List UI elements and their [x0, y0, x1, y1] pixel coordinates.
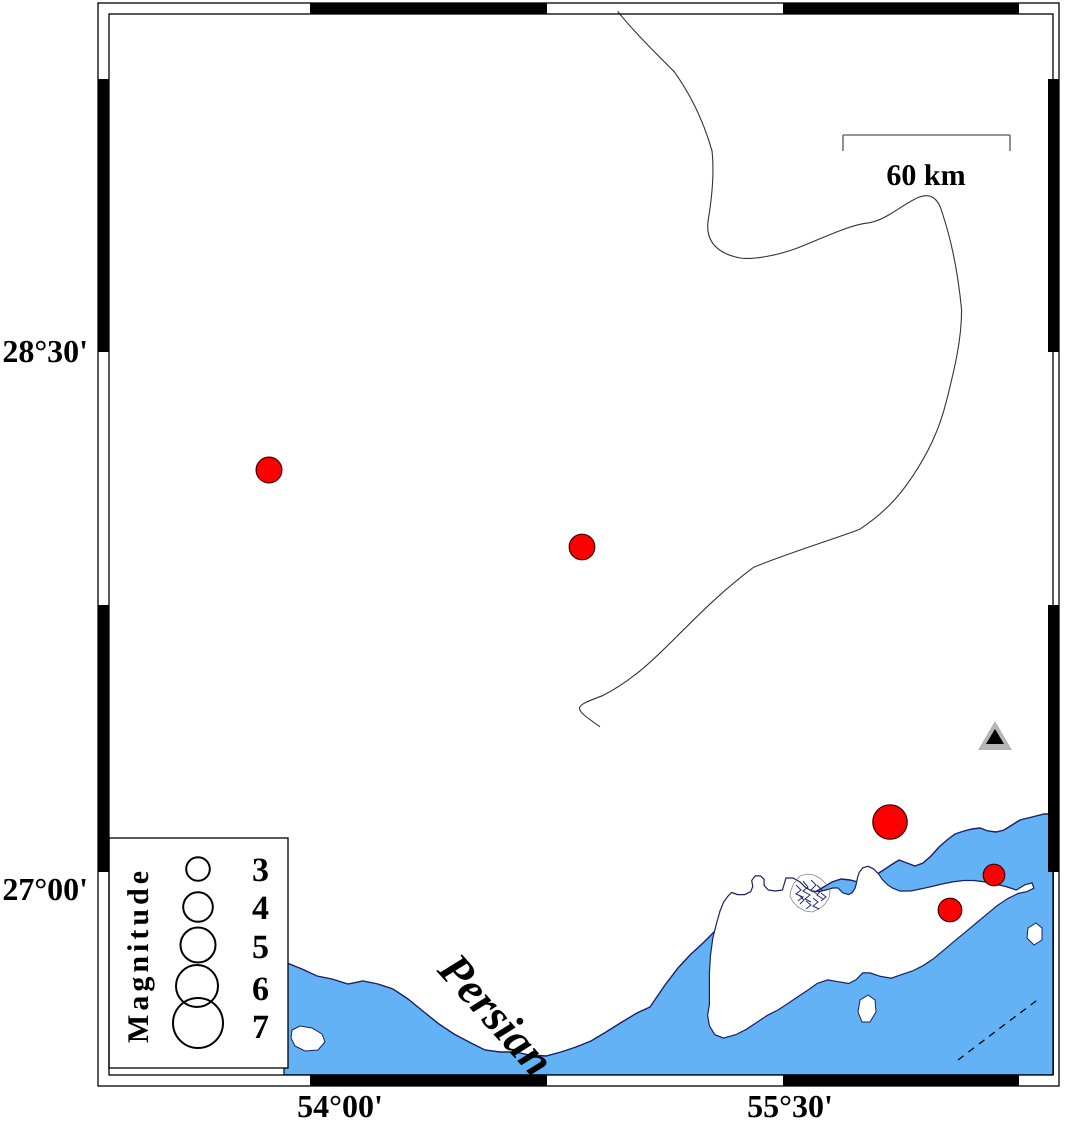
svg-text:27°00': 27°00'	[2, 871, 88, 907]
svg-text:28°30': 28°30'	[2, 333, 88, 369]
svg-text:55°30': 55°30'	[747, 1088, 833, 1124]
svg-text:4: 4	[252, 890, 269, 927]
svg-text:5: 5	[252, 929, 269, 966]
svg-text:Magnitude: Magnitude	[122, 867, 155, 1043]
svg-text:54°00': 54°00'	[297, 1088, 383, 1124]
svg-text:7: 7	[252, 1009, 269, 1046]
svg-text:6: 6	[252, 971, 269, 1008]
svg-text:60 km: 60 km	[886, 159, 965, 192]
svg-text:3: 3	[252, 852, 269, 889]
